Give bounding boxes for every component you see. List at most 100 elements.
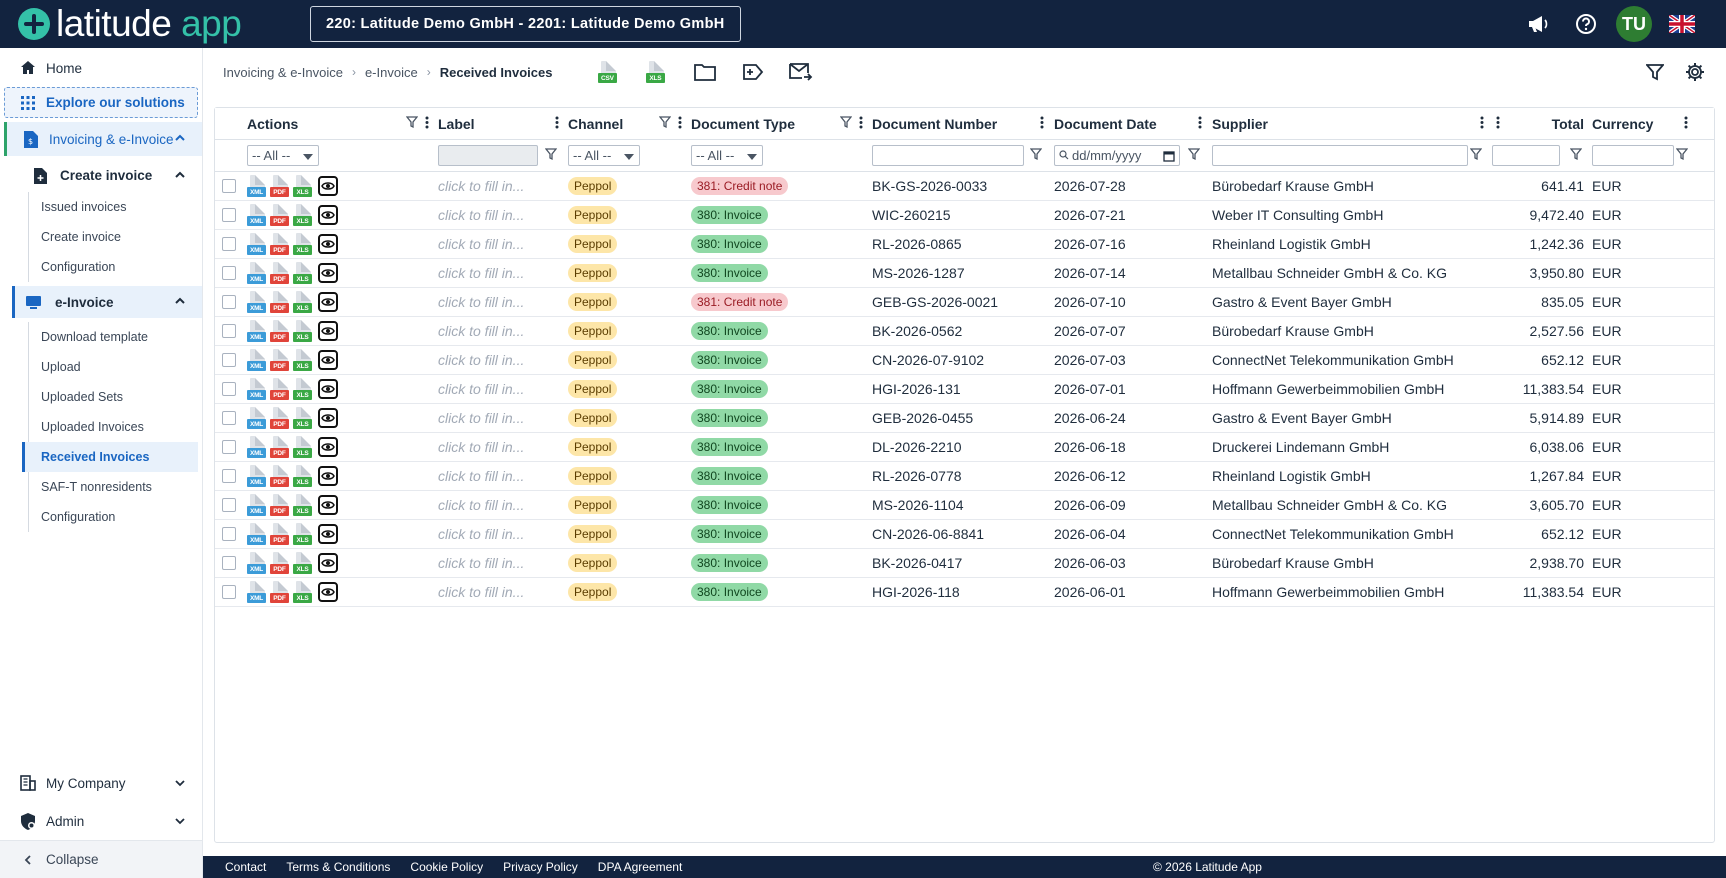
label-cell[interactable]: click to fill in... <box>438 323 525 339</box>
flag-uk-icon[interactable] <box>1658 0 1706 48</box>
pdf-file-icon[interactable]: PDF <box>270 262 290 284</box>
column-header-document-type[interactable]: Document Type <box>686 108 867 139</box>
footer-link-dpa-agreement[interactable]: DPA Agreement <box>597 860 683 874</box>
label-cell[interactable]: click to fill in... <box>438 352 525 368</box>
column-menu-icon[interactable] <box>1040 116 1044 132</box>
xml-file-icon[interactable]: XML <box>247 436 267 458</box>
xml-file-icon[interactable]: XML <box>247 465 267 487</box>
label-cell[interactable]: click to fill in... <box>438 468 525 484</box>
table-row[interactable]: XML PDF XLS click to fill in... Peppol 380: I… <box>215 259 1714 288</box>
export-xls-button[interactable]: XLS <box>640 55 674 89</box>
filter-icon[interactable] <box>658 116 672 132</box>
eye-icon[interactable] <box>318 524 338 544</box>
label-cell[interactable]: click to fill in... <box>438 497 525 513</box>
xls-file-icon[interactable]: XLS <box>293 204 313 226</box>
label-filter-input[interactable] <box>438 145 538 166</box>
xml-file-icon[interactable]: XML <box>247 552 267 574</box>
sidebar-item-home[interactable]: Home <box>0 51 202 85</box>
document-date-filter-input[interactable]: dd/mm/yyyy <box>1054 145 1180 166</box>
xml-file-icon[interactable]: XML <box>247 523 267 545</box>
table-row[interactable]: XML PDF XLS click to fill in... Peppol 380: I… <box>215 462 1714 491</box>
xml-file-icon[interactable]: XML <box>247 494 267 516</box>
sidebar-item-explore[interactable]: Explore our solutions <box>4 87 198 118</box>
row-checkbox[interactable] <box>222 498 236 512</box>
eye-icon[interactable] <box>318 205 338 225</box>
sidebar-item-create-invoice[interactable]: Create invoice <box>28 222 202 252</box>
xml-file-icon[interactable]: XML <box>247 175 267 197</box>
total-filter-input[interactable] <box>1492 145 1560 166</box>
xml-file-icon[interactable]: XML <box>247 262 267 284</box>
xls-file-icon[interactable]: XLS <box>293 291 313 313</box>
row-checkbox[interactable] <box>222 411 236 425</box>
sidebar-item-admin[interactable]: Admin <box>0 802 202 840</box>
label-cell[interactable]: click to fill in... <box>438 526 525 542</box>
column-header-currency[interactable]: Currency <box>1588 108 1698 139</box>
calendar-icon[interactable] <box>1163 150 1175 165</box>
breadcrumb-invoicing[interactable]: Invoicing & e-Invoice <box>223 64 343 80</box>
xml-file-icon[interactable]: XML <box>247 204 267 226</box>
user-avatar[interactable]: TU <box>1610 0 1658 48</box>
column-header-channel[interactable]: Channel <box>563 108 686 139</box>
send-email-button[interactable] <box>784 55 818 89</box>
xls-file-icon[interactable]: XLS <box>293 494 313 516</box>
label-cell[interactable]: click to fill in... <box>438 178 525 194</box>
column-menu-icon[interactable] <box>678 116 682 132</box>
eye-icon[interactable] <box>318 408 338 428</box>
xml-file-icon[interactable]: XML <box>247 291 267 313</box>
row-checkbox[interactable] <box>222 556 236 570</box>
label-cell[interactable]: click to fill in... <box>438 381 525 397</box>
sidebar-item-my-company[interactable]: My Company <box>0 764 202 802</box>
row-checkbox[interactable] <box>222 237 236 251</box>
supplier-filter-input[interactable] <box>1212 145 1468 166</box>
row-checkbox[interactable] <box>222 440 236 454</box>
xls-file-icon[interactable]: XLS <box>293 320 313 342</box>
eye-icon[interactable] <box>318 553 338 573</box>
currency-filter-input[interactable] <box>1592 145 1674 166</box>
sidebar-item-issued-invoices[interactable]: Issued invoices <box>28 192 202 222</box>
sidebar-item-uploaded-sets[interactable]: Uploaded Sets <box>28 382 202 412</box>
xml-file-icon[interactable]: XML <box>247 349 267 371</box>
xls-file-icon[interactable]: XLS <box>293 523 313 545</box>
column-menu-icon[interactable] <box>425 116 429 132</box>
sidebar-item-upload[interactable]: Upload <box>28 352 202 382</box>
pdf-file-icon[interactable]: PDF <box>270 175 290 197</box>
column-header-label[interactable]: Label <box>433 108 563 139</box>
label-cell[interactable]: click to fill in... <box>438 555 525 571</box>
column-menu-icon[interactable] <box>1684 116 1688 132</box>
eye-icon[interactable] <box>318 582 338 602</box>
column-header-total[interactable]: Total <box>1488 108 1588 139</box>
pdf-file-icon[interactable]: PDF <box>270 494 290 516</box>
column-menu-icon[interactable] <box>555 116 559 132</box>
eye-icon[interactable] <box>318 495 338 515</box>
table-row[interactable]: XML PDF XLS click to fill in... Peppol 381: C… <box>215 172 1714 201</box>
pdf-file-icon[interactable]: PDF <box>270 233 290 255</box>
sidebar-item-configuration[interactable]: Configuration <box>28 252 202 282</box>
table-row[interactable]: XML PDF XLS click to fill in... Peppol 380: I… <box>215 230 1714 259</box>
pdf-file-icon[interactable]: PDF <box>270 378 290 400</box>
filter-icon[interactable] <box>1675 148 1689 164</box>
footer-link-privacy-policy[interactable]: Privacy Policy <box>503 860 578 874</box>
row-checkbox[interactable] <box>222 266 236 280</box>
filter-icon[interactable] <box>544 148 558 164</box>
xls-file-icon[interactable]: XLS <box>293 552 313 574</box>
column-header-document-date[interactable]: Document Date <box>1048 108 1206 139</box>
eye-icon[interactable] <box>318 379 338 399</box>
row-checkbox[interactable] <box>222 469 236 483</box>
eye-icon[interactable] <box>318 176 338 196</box>
filter-icon[interactable] <box>1029 148 1043 164</box>
actions-filter-select[interactable]: -- All -- <box>247 145 319 166</box>
eye-icon[interactable] <box>318 321 338 341</box>
document-type-filter-select[interactable]: -- All -- <box>691 145 763 166</box>
label-cell[interactable]: click to fill in... <box>438 410 525 426</box>
xml-file-icon[interactable]: XML <box>247 378 267 400</box>
footer-link-terms[interactable]: Terms & Conditions <box>286 860 391 874</box>
footer-link-cookie-policy[interactable]: Cookie Policy <box>410 860 484 874</box>
help-icon[interactable] <box>1562 0 1610 48</box>
label-cell[interactable]: click to fill in... <box>438 265 525 281</box>
eye-icon[interactable] <box>318 350 338 370</box>
eye-icon[interactable] <box>318 466 338 486</box>
table-row[interactable]: XML PDF XLS click to fill in... Peppol 380: I… <box>215 404 1714 433</box>
breadcrumb-einvoice[interactable]: e-Invoice <box>364 64 418 80</box>
sidebar-item-einvoice-configuration[interactable]: Configuration <box>28 502 202 532</box>
filter-icon[interactable] <box>1469 148 1483 164</box>
